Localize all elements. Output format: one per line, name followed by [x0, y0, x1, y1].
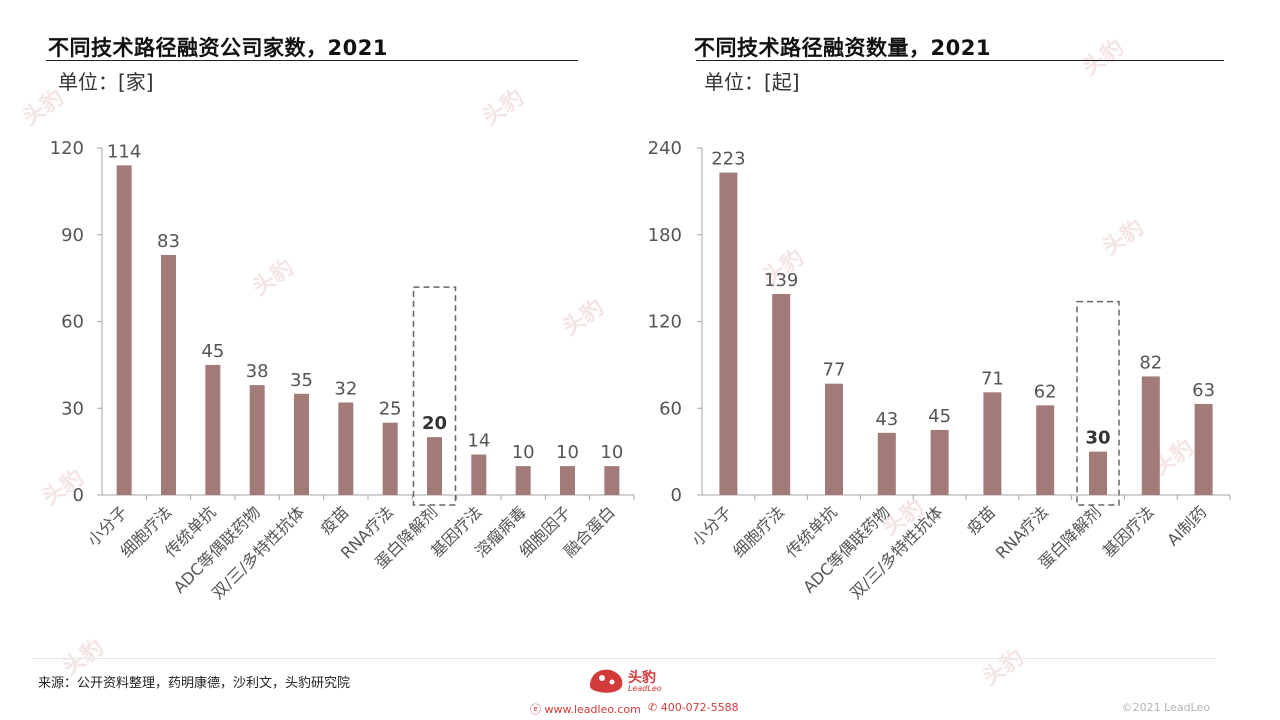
x-tick-label: 细胞疗法	[729, 502, 788, 561]
data-label: 25	[379, 399, 402, 420]
bar	[930, 429, 949, 495]
globe-icon: ⓔ	[530, 703, 541, 716]
bar	[877, 432, 896, 495]
chart-title: 不同技术路径融资数量，2021	[694, 36, 991, 60]
bar	[604, 466, 620, 495]
x-tick-label: 小分子	[688, 502, 735, 549]
data-label: 83	[157, 231, 180, 252]
bar	[1089, 451, 1107, 495]
x-tick-label: 疫苗	[317, 502, 353, 538]
leadleo-logo-icon	[590, 669, 623, 693]
footer-divider	[32, 658, 1216, 659]
title-rule	[46, 60, 578, 61]
data-label: 30	[1085, 428, 1110, 449]
logo-subtext: LeadLeo	[628, 684, 662, 693]
data-label: 82	[1139, 352, 1162, 373]
y-tick-label: 30	[61, 398, 84, 419]
phone-text: 400-072-5588	[660, 701, 739, 714]
bar	[1036, 405, 1055, 495]
bar	[338, 402, 354, 495]
bar	[382, 422, 398, 495]
bar	[294, 393, 309, 495]
bar	[983, 392, 1002, 495]
y-tick-label: 240	[648, 138, 682, 159]
data-label: 77	[823, 360, 846, 381]
data-label: 32	[334, 378, 357, 399]
copyright: ©2021 LeadLeo	[1121, 701, 1210, 714]
bar	[205, 364, 221, 495]
data-label: 139	[764, 270, 798, 291]
bar-chart-deal-count: 060120180240223小分子139细胞疗法77传统单抗43ADC等偶联药…	[648, 138, 1231, 603]
bar	[515, 466, 531, 495]
unit-label: 单位：[家]	[58, 70, 154, 94]
data-label: 62	[1034, 381, 1057, 402]
data-label: 35	[290, 370, 313, 391]
data-label: 10	[556, 442, 579, 463]
bar	[427, 437, 442, 495]
bar	[560, 466, 575, 495]
source-note: 来源：公开资料整理，药明康德，沙利文，头豹研究院	[38, 676, 351, 691]
y-tick-label: 0	[73, 485, 84, 506]
bar	[1141, 376, 1160, 495]
title-rule	[696, 60, 1224, 61]
chart-title: 不同技术路径融资公司家数，2021	[48, 36, 388, 60]
bar	[825, 383, 843, 495]
unit-label: 单位：[起]	[704, 70, 800, 94]
bar	[161, 254, 176, 495]
y-tick-label: 60	[61, 312, 84, 333]
phone-icon: ✆	[648, 701, 658, 714]
y-tick-label: 90	[61, 225, 84, 246]
chart-panel-deal-count: 不同技术路径融资数量，2021 单位：[起] 0 60 120 180 240 223 小分…	[640, 0, 1280, 640]
website-text: www.leadleo.com	[544, 703, 641, 716]
x-tick-label: AI制药	[1163, 502, 1210, 549]
x-tick-label: 疫苗	[963, 502, 999, 538]
logo-text: 头豹	[628, 670, 656, 686]
data-label: 223	[711, 149, 745, 170]
data-label: 43	[875, 409, 898, 430]
data-label: 20	[422, 413, 447, 434]
bar	[772, 294, 791, 495]
data-label: 10	[600, 442, 623, 463]
bar	[719, 172, 738, 495]
bar	[249, 385, 265, 495]
y-tick-label: 120	[648, 312, 682, 333]
y-tick-label: 60	[659, 398, 682, 419]
data-label: 38	[246, 361, 269, 382]
bar	[471, 454, 487, 495]
y-tick-label: 180	[648, 225, 682, 246]
bar	[1194, 403, 1213, 495]
data-label: 10	[512, 442, 535, 463]
y-tick-label: 0	[671, 485, 682, 506]
bar	[116, 165, 132, 495]
x-tick-label: 基因疗法	[1099, 502, 1158, 561]
highlight-box	[412, 286, 457, 506]
data-label: 63	[1192, 380, 1215, 401]
phone-contact: ✆ 400-072-5588	[648, 701, 739, 714]
data-label: 71	[981, 368, 1004, 389]
x-tick-label: 双/三/多特性抗体	[846, 502, 946, 602]
highlight-box	[1076, 300, 1120, 506]
y-tick-label: 120	[50, 138, 84, 159]
chart-panel-company-count: 不同技术路径融资公司家数，2021 单位：[家] 0 30 60 90 120 114 小分…	[0, 0, 640, 640]
data-label: 114	[107, 141, 141, 162]
data-label: 45	[201, 341, 224, 362]
data-label: 14	[467, 431, 490, 452]
website-link[interactable]: ⓔ www.leadleo.com	[530, 701, 641, 717]
data-label: 45	[928, 406, 951, 427]
